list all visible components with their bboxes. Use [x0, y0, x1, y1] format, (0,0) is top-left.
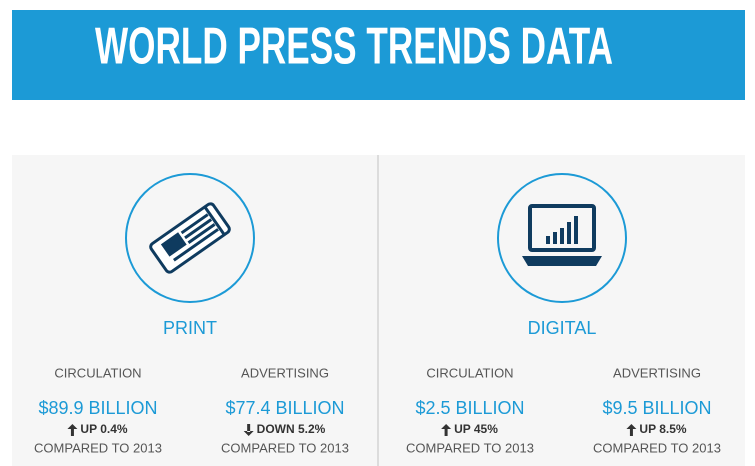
metric-value: $89.9 BILLION — [38, 398, 157, 418]
arrow-down — [243, 424, 254, 436]
metric-label: ADVERTISING — [241, 365, 329, 380]
metric-label: CIRCULATION — [426, 365, 513, 380]
metric-comparison: COMPARED TO 2013 — [221, 440, 349, 455]
laptop-icon — [522, 204, 602, 266]
metric-value: $77.4 BILLION — [225, 398, 344, 418]
metric-comparison: COMPARED TO 2013 — [406, 440, 534, 455]
metric-change: UP 45% — [454, 422, 498, 436]
header-banner — [12, 10, 745, 100]
arrow-up — [626, 424, 637, 436]
metric-label: CIRCULATION — [54, 365, 141, 380]
section-label: PRINT — [163, 318, 217, 338]
metric-value: $2.5 BILLION — [415, 398, 524, 418]
metric-label: ADVERTISING — [613, 365, 701, 380]
metric-change: DOWN 5.2% — [257, 422, 326, 436]
metric-change: UP 8.5% — [639, 422, 686, 436]
header-title: WORLD PRESS TRENDS DATA — [95, 18, 613, 76]
metric-comparison: COMPARED TO 2013 — [34, 440, 162, 455]
metric-comparison: COMPARED TO 2013 — [593, 440, 721, 455]
metric-change: UP 0.4% — [80, 422, 127, 436]
print-icon-circle — [125, 173, 255, 303]
metric-value: $9.5 BILLION — [602, 398, 711, 418]
section-label: DIGITAL — [528, 318, 597, 338]
digital-icon-circle — [497, 173, 627, 303]
arrow-up — [67, 424, 78, 436]
newspaper-icon — [149, 202, 231, 274]
arrow-up — [441, 424, 452, 436]
